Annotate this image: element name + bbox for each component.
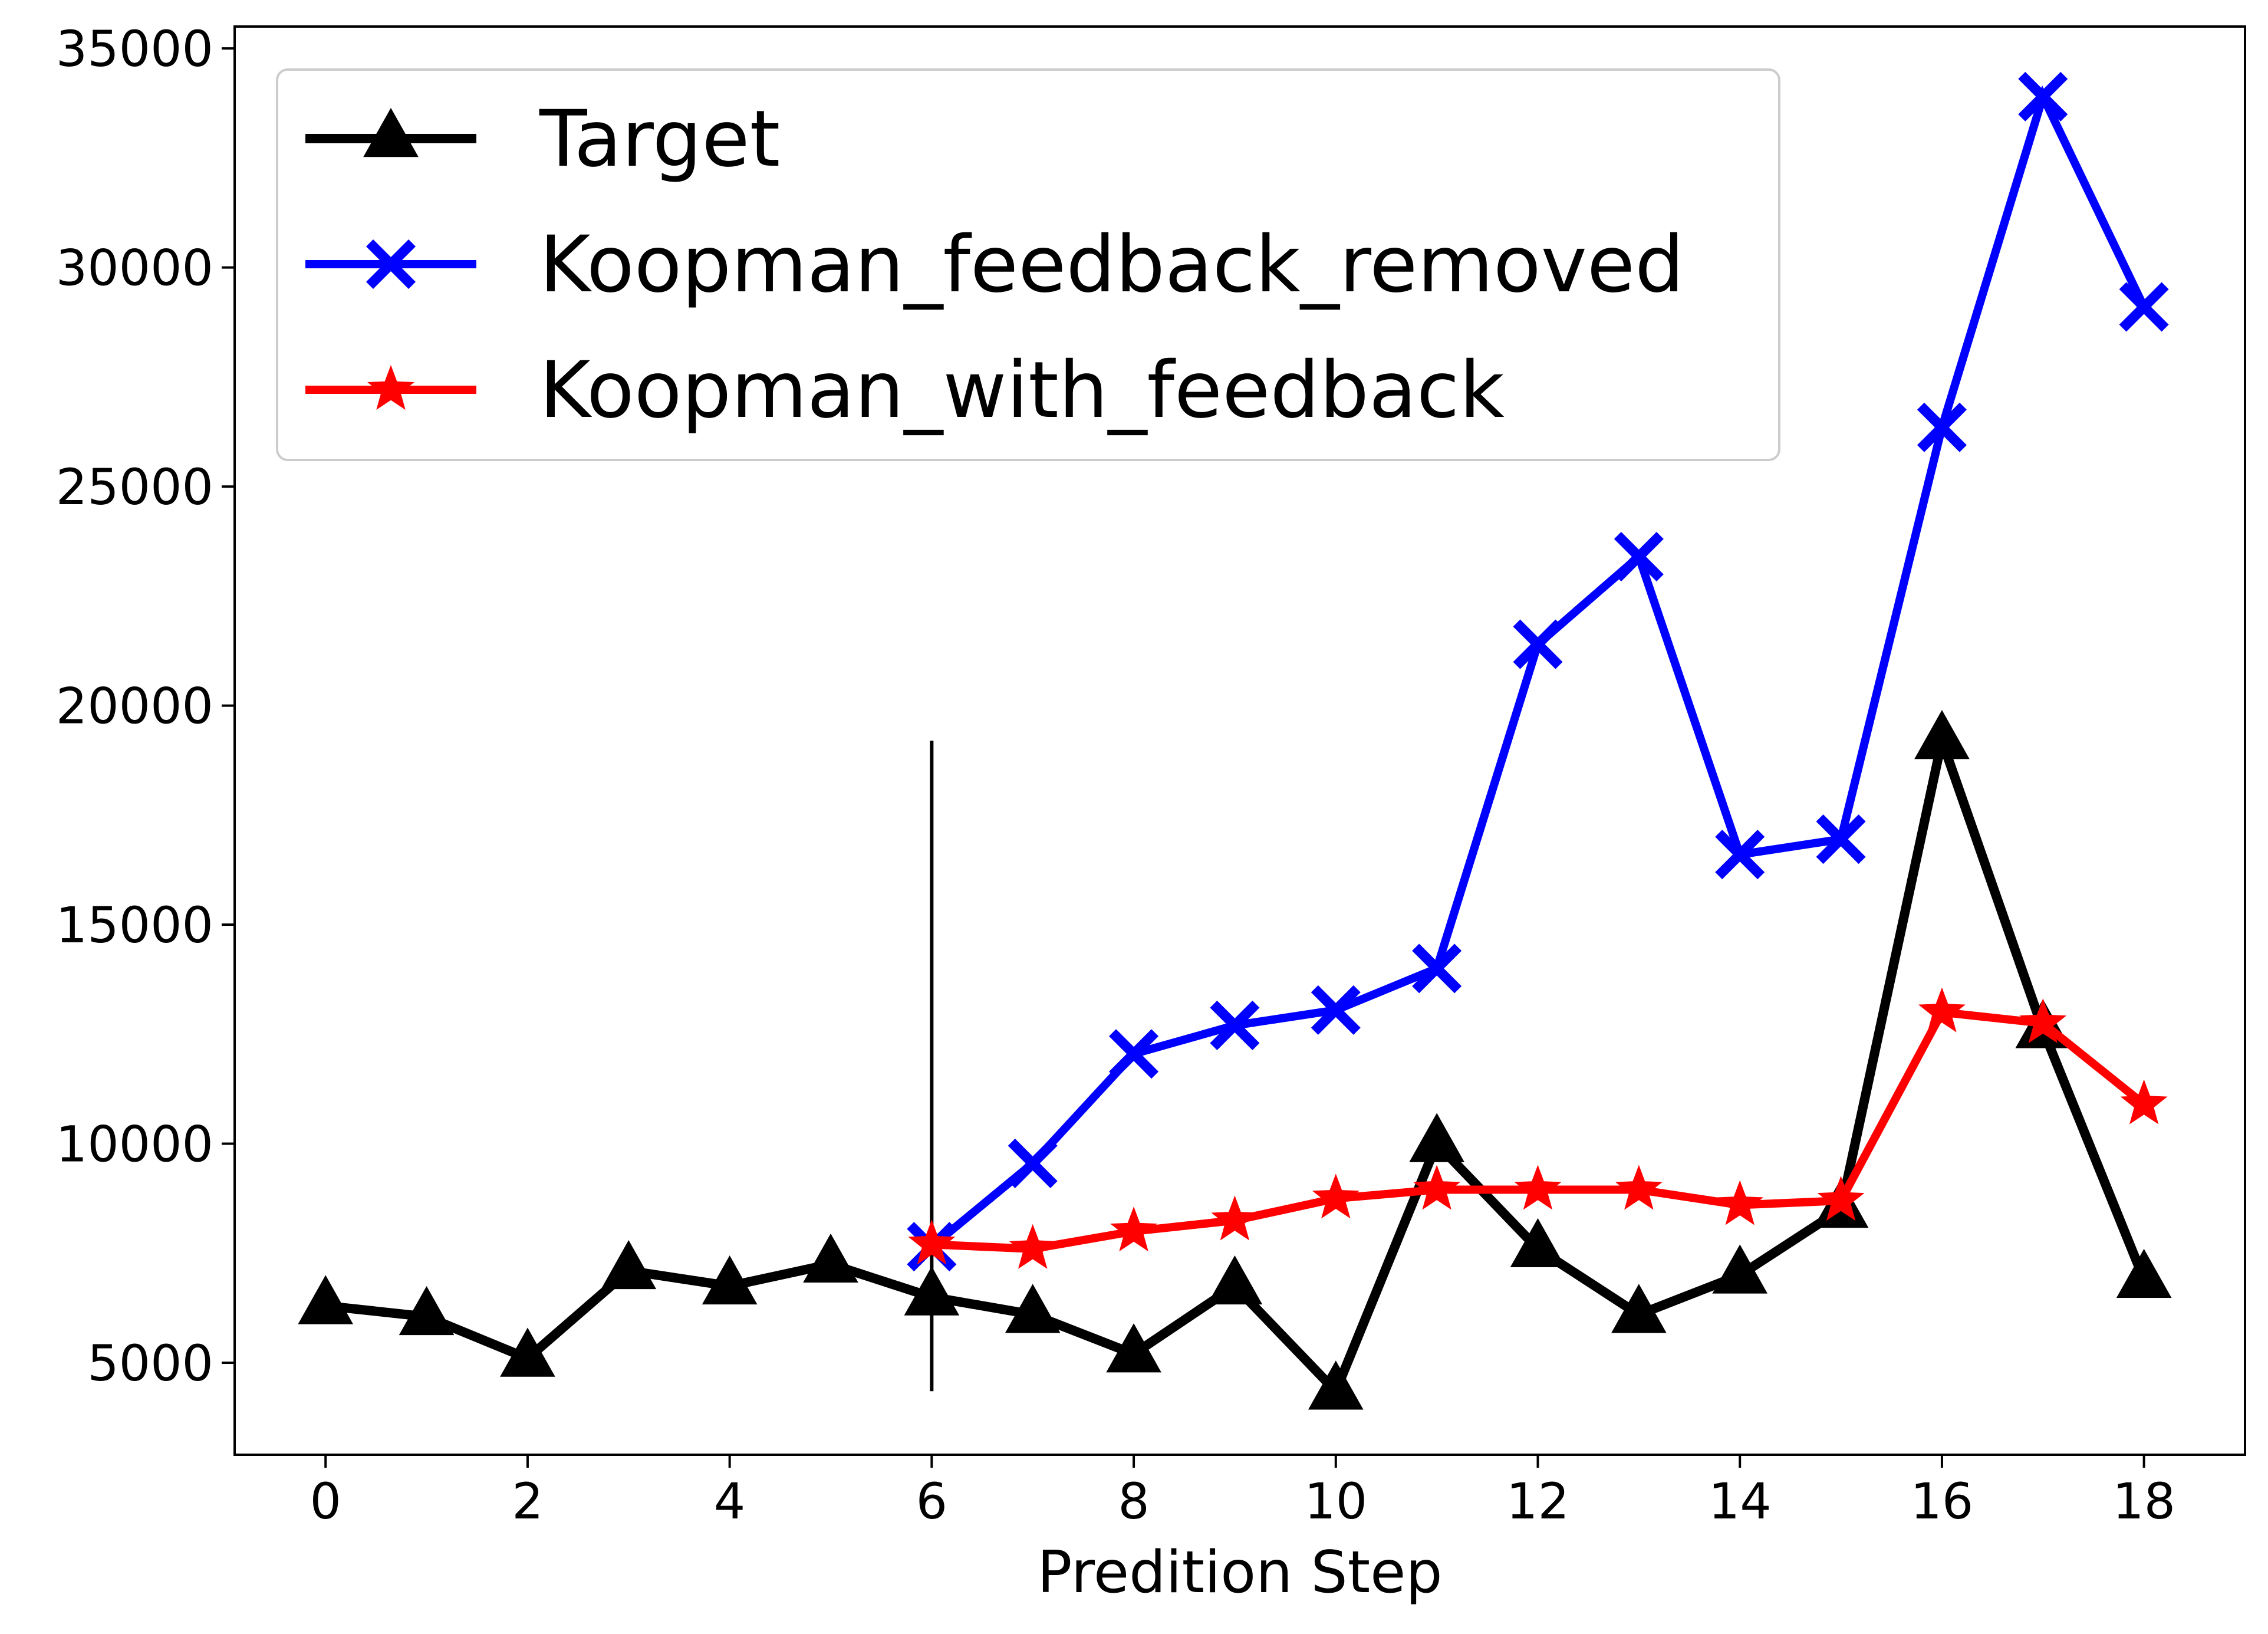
x-tick-label: 14	[1709, 1472, 1772, 1530]
x-tick-label: 8	[1118, 1472, 1149, 1530]
x-tick-label: 10	[1304, 1472, 1367, 1530]
series-2	[908, 987, 2168, 1269]
legend-marker	[366, 239, 416, 290]
data-point	[1008, 1138, 1058, 1188]
data-point	[904, 1266, 960, 1316]
data-point	[1716, 1180, 1764, 1225]
data-point	[1510, 1218, 1566, 1268]
data-point	[702, 1255, 758, 1305]
data-point	[1409, 1113, 1464, 1162]
data-point	[1005, 1284, 1061, 1333]
data-point	[500, 1327, 555, 1377]
legend-label: Koopman_with_feedback	[539, 345, 1505, 436]
data-point	[1514, 1165, 1562, 1210]
data-point	[1715, 830, 1765, 880]
data-point	[1413, 1165, 1461, 1210]
x-tick-label: 2	[512, 1472, 543, 1530]
data-point	[1308, 1360, 1364, 1410]
data-point	[1106, 1323, 1161, 1373]
data-point	[2116, 1248, 2172, 1298]
data-point	[2120, 1079, 2168, 1125]
y-tick-label: 5000	[87, 1334, 213, 1392]
data-point	[1614, 531, 1664, 581]
data-point	[1615, 1165, 1663, 1210]
legend-entry: Target	[305, 94, 780, 185]
y-tick-label: 25000	[56, 458, 213, 516]
data-point	[1412, 943, 1462, 994]
x-tick-label: 0	[310, 1472, 341, 1530]
data-point	[1611, 1284, 1667, 1333]
data-point	[1513, 619, 1563, 669]
data-point	[2119, 282, 2169, 332]
y-tick-label: 35000	[56, 20, 213, 78]
x-axis-title: Predition Step	[1037, 1539, 1442, 1606]
legend-marker	[363, 108, 419, 157]
data-point	[1009, 1224, 1056, 1269]
data-point	[1312, 1173, 1360, 1219]
y-tick-label: 10000	[56, 1116, 213, 1173]
data-point	[908, 1219, 956, 1265]
axis-ticks: 0 2 4 6 8 10 12 14 16 18 5000 10000 15000 20000 25000 3…	[56, 20, 2175, 1530]
x-tick-label: 6	[916, 1472, 947, 1530]
chart-marks	[298, 71, 2172, 1410]
y-tick-label: 15000	[56, 896, 213, 954]
data-point	[2019, 998, 2067, 1044]
data-point	[1109, 1029, 1159, 1079]
data-point	[1211, 1195, 1259, 1241]
y-tick-label: 20000	[56, 678, 213, 735]
data-point	[601, 1240, 657, 1290]
data-point	[1311, 985, 1361, 1035]
y-tick-label: 30000	[56, 239, 213, 297]
data-point	[1816, 814, 1866, 864]
x-tick-label: 16	[1910, 1472, 1973, 1530]
data-point	[399, 1285, 455, 1336]
data-point	[1817, 1176, 1865, 1221]
legend-box	[276, 68, 1780, 461]
data-point	[803, 1233, 858, 1283]
axes-frame	[233, 25, 2246, 1456]
data-point	[298, 1275, 354, 1324]
x-tick-label: 4	[714, 1472, 745, 1530]
series-1	[907, 71, 2169, 1272]
legend: Target Koopman_feedback_removed Koopman_wi…	[276, 68, 1780, 461]
legend-label: Target	[539, 94, 780, 185]
legend-marker	[367, 365, 414, 410]
data-point	[1712, 1244, 1768, 1294]
data-point	[1917, 402, 1967, 452]
data-point	[1918, 987, 1966, 1033]
data-point	[1210, 1000, 1260, 1050]
x-tick-label: 12	[1506, 1472, 1569, 1530]
data-point	[1914, 710, 1970, 760]
data-point	[2018, 71, 2068, 121]
legend-entry: Koopman_with_feedback	[305, 345, 1505, 436]
legend-label: Koopman_feedback_removed	[539, 219, 1684, 310]
data-point	[1110, 1206, 1158, 1252]
x-tick-label: 18	[2112, 1472, 2175, 1530]
data-point	[1207, 1255, 1263, 1305]
legend-entry: Koopman_feedback_removed	[305, 219, 1684, 310]
